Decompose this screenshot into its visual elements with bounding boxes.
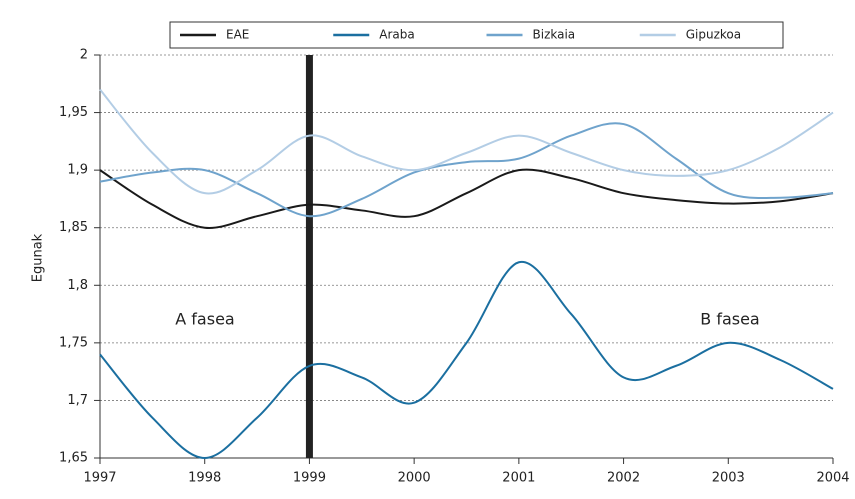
legend-label: Bizkaia (533, 28, 576, 42)
x-tick-label: 2001 (502, 471, 535, 486)
legend-label: Gipuzkoa (686, 28, 741, 42)
y-tick-label: 1,85 (59, 220, 88, 235)
x-tick-label: 2002 (607, 471, 640, 486)
series-line (99, 168, 834, 229)
y-axis-label: Egunak (31, 233, 46, 282)
y-tick-label: 2 (80, 48, 88, 63)
y-tick-label: 1,9 (67, 163, 88, 178)
x-tick-label: 1997 (83, 471, 116, 486)
legend-label: Araba (379, 28, 414, 42)
x-tick-label: 1999 (293, 471, 326, 486)
x-tick-label: 2004 (816, 471, 849, 486)
series-line (99, 88, 834, 195)
annotation: A fasea (175, 310, 234, 329)
legend-label: EAE (226, 28, 249, 42)
y-tick-label: 1,95 (59, 105, 88, 120)
y-tick-label: 1,65 (59, 451, 88, 466)
y-tick-label: 1,7 (67, 393, 88, 408)
series-line (99, 261, 834, 460)
y-tick-label: 1,75 (59, 335, 88, 350)
x-tick-label: 2003 (712, 471, 745, 486)
x-tick-label: 1998 (188, 471, 221, 486)
legend-box (169, 21, 784, 49)
annotation: B fasea (700, 310, 759, 329)
y-tick-label: 1,8 (67, 278, 88, 293)
x-tick-label: 2000 (398, 471, 431, 486)
series-line (99, 122, 834, 218)
